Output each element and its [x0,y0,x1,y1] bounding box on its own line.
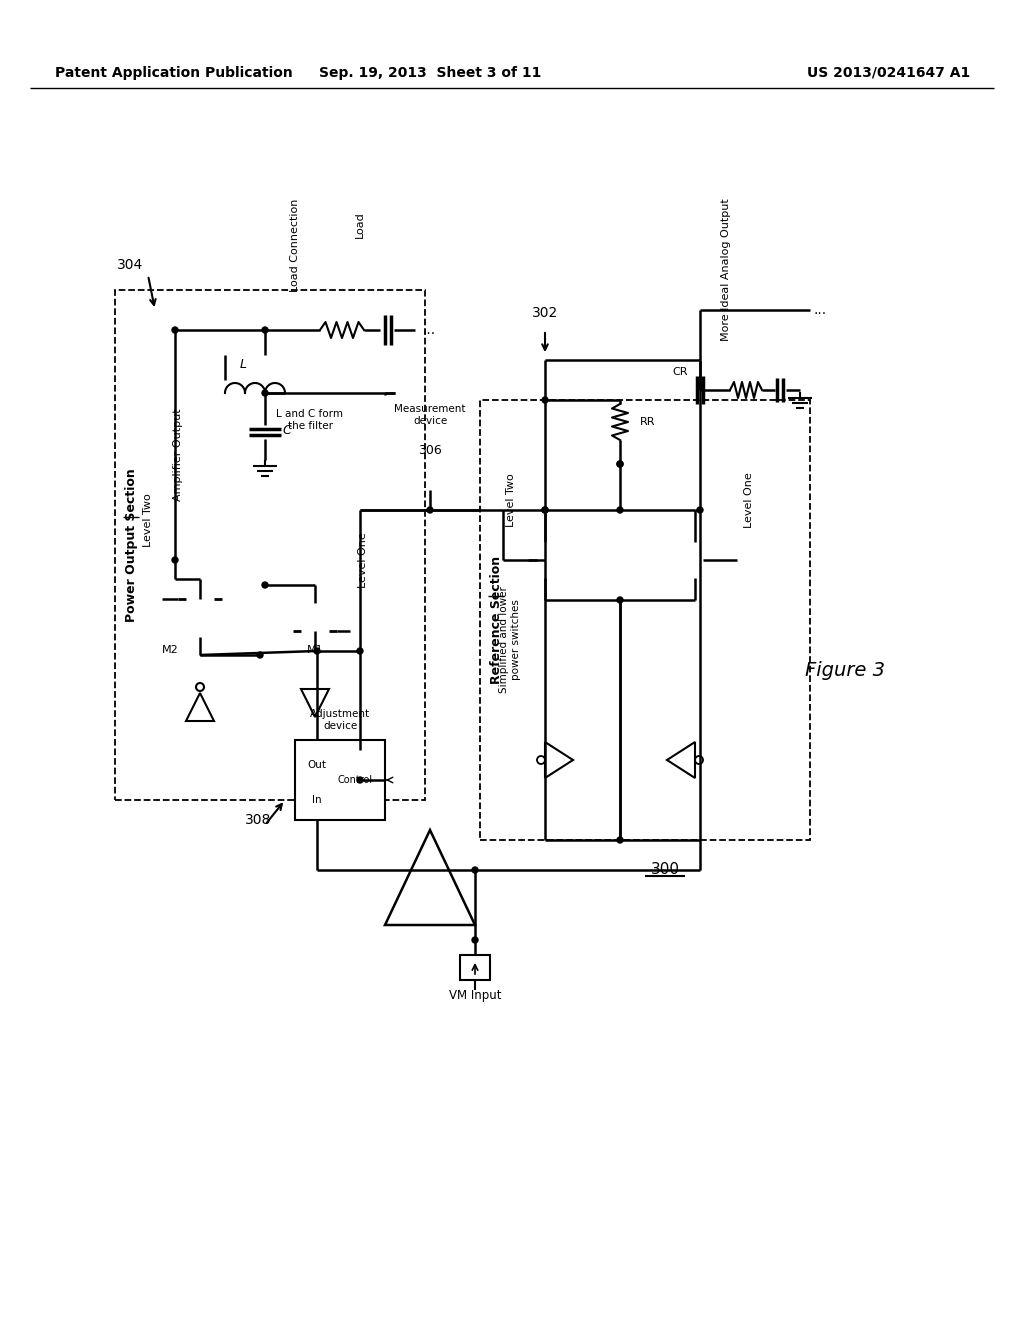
Text: 306: 306 [418,444,442,457]
Circle shape [542,397,548,403]
Text: L and C form
the filter: L and C form the filter [276,409,343,430]
Circle shape [617,837,623,843]
Circle shape [262,582,268,587]
Text: 302: 302 [531,306,558,319]
Text: M2: M2 [162,645,178,655]
Text: Patent Application Publication: Patent Application Publication [55,66,293,81]
Text: Level One: Level One [744,473,754,528]
Text: Simplified and lower
power switches: Simplified and lower power switches [500,586,521,693]
Text: Reference Section: Reference Section [489,556,503,684]
Bar [480,400,810,840]
Text: US 2013/0241647 A1: US 2013/0241647 A1 [807,66,970,81]
Text: RR: RR [640,417,655,426]
Circle shape [257,652,263,657]
Circle shape [697,507,703,513]
Text: Level Two: Level Two [506,473,516,527]
Circle shape [314,648,319,653]
Text: Level Two: Level Two [143,494,153,546]
Text: Figure 3: Figure 3 [805,660,885,680]
Text: L: L [240,359,247,371]
Circle shape [262,327,268,333]
Text: 308: 308 [245,813,271,828]
Circle shape [617,461,623,467]
Text: M1: M1 [306,645,324,655]
Circle shape [427,507,433,513]
Text: Adjustment
device: Adjustment device [310,709,370,731]
Circle shape [697,384,703,389]
Text: C: C [282,424,291,437]
Circle shape [617,461,623,467]
Text: Level One: Level One [358,532,368,587]
Text: ...: ... [422,323,435,337]
Circle shape [262,389,268,396]
Circle shape [172,327,178,333]
Text: Sep. 19, 2013  Sheet 3 of 11: Sep. 19, 2013 Sheet 3 of 11 [318,66,542,81]
Circle shape [472,867,478,873]
Text: 304: 304 [117,257,143,272]
Bar [295,741,385,820]
Circle shape [617,597,623,603]
Text: Power Output Section: Power Output Section [125,469,137,622]
Text: Out: Out [307,760,327,770]
Text: Amplifier Output: Amplifier Output [173,409,183,502]
Text: 300: 300 [650,862,680,878]
Bar [460,954,490,979]
Circle shape [357,777,362,783]
Circle shape [542,507,548,513]
Circle shape [172,557,178,564]
Circle shape [472,937,478,942]
Text: Control: Control [338,775,373,785]
Text: More Ideal Analog Output: More Ideal Analog Output [721,198,731,342]
Circle shape [617,507,623,513]
Text: Measurement
device: Measurement device [394,404,466,426]
Text: In: In [312,795,322,805]
Text: ...: ... [813,304,826,317]
Text: Load: Load [355,211,365,239]
Text: CR: CR [672,367,688,378]
Text: VM Input: VM Input [449,989,502,1002]
Circle shape [542,507,548,513]
Circle shape [357,648,362,653]
Bar [115,290,425,800]
Text: Load Connection: Load Connection [290,198,300,292]
